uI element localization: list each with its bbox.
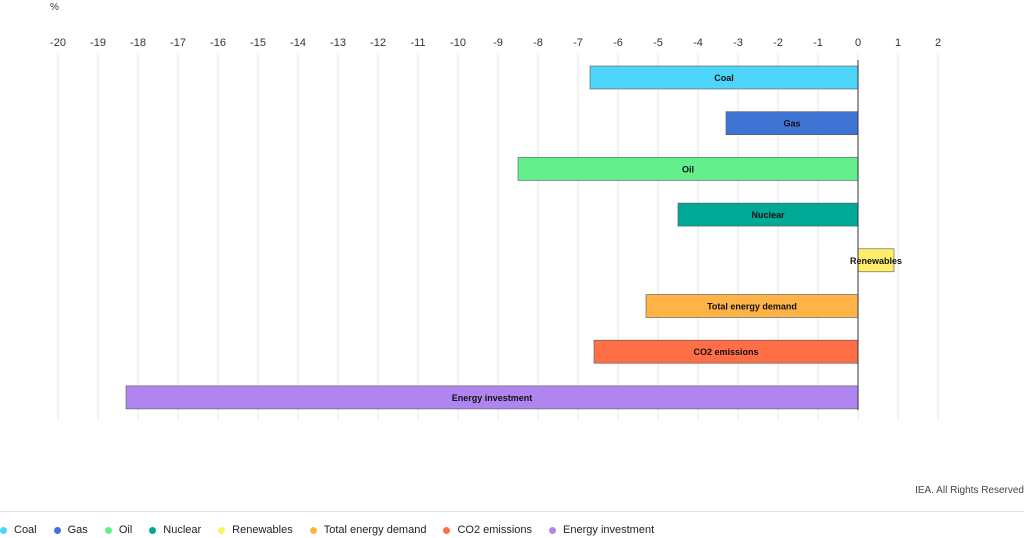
grid-lines xyxy=(57,54,939,420)
legend-label: Energy investment xyxy=(563,524,655,536)
x-tick-label: -6 xyxy=(613,37,623,49)
legend-label: Oil xyxy=(118,524,133,536)
x-tick-label: -3 xyxy=(733,37,743,49)
legend-item-co2-emissions[interactable]: CO2 emissions xyxy=(443,524,532,536)
legend-label: CO2 emissions xyxy=(457,524,533,536)
bar-label: Nuclear xyxy=(751,210,785,220)
x-tick-label: 2 xyxy=(935,37,941,49)
legend-dot-icon xyxy=(218,526,226,534)
bar-label: Coal xyxy=(714,73,734,83)
legend-label: Nuclear xyxy=(163,524,202,536)
legend-dot-icon xyxy=(0,526,7,534)
legend: Coal Gas Oil Nuclear Renewables Total energy … xyxy=(0,524,671,536)
x-axis-ticks: -20 -19 -18 -17 -16 -15 -14 -13 -12 -11 -10 -9 -8 -7-… xyxy=(50,37,941,49)
legend-item-renewables[interactable]: Renewables xyxy=(218,524,293,536)
x-tick-label: -19 xyxy=(90,37,106,49)
legend-dot-icon xyxy=(443,526,451,534)
x-tick-label: 1 xyxy=(895,37,901,49)
legend-label: Coal xyxy=(14,524,37,536)
legend-divider xyxy=(0,511,1024,512)
unit-label: % xyxy=(50,2,59,13)
x-tick-label: -4 xyxy=(693,37,703,49)
bar-label: Gas xyxy=(783,119,800,129)
x-tick-label: -14 xyxy=(290,37,306,49)
legend-item-nuclear[interactable]: Nuclear xyxy=(149,524,201,536)
bars: Coal Gas Oil Nuclear Renewables Total energy … xyxy=(125,65,902,410)
x-tick-label: -8 xyxy=(533,37,543,49)
x-tick-label: -10 xyxy=(450,37,466,49)
legend-label: Gas xyxy=(67,524,88,536)
legend-item-energy-investment[interactable]: Energy investment xyxy=(549,524,654,536)
legend-item-oil[interactable]: Oil xyxy=(104,524,133,536)
x-tick-label: 0 xyxy=(855,37,861,49)
x-tick-label: -12 xyxy=(370,37,386,49)
x-tick-label: -16 xyxy=(210,37,226,49)
legend-dot-icon xyxy=(309,526,317,534)
legend-label: Total energy demand xyxy=(323,524,427,536)
credit-text: IEA. All Rights Reserved xyxy=(915,485,1024,496)
bar-label: CO2 emissions xyxy=(693,347,758,357)
x-tick-label: -15 xyxy=(250,37,266,49)
x-tick-label: -20 xyxy=(50,37,66,49)
x-tick-label: -2 xyxy=(773,37,783,49)
bar-chart: % -20 -19 -18 -17 -16 -15 -14 -13 -12 -11 -10 -9 -8-… xyxy=(50,2,941,420)
x-tick-label: -11 xyxy=(410,37,425,49)
legend-item-coal[interactable]: Coal xyxy=(0,524,37,536)
legend-item-total-energy-demand[interactable]: Total energy demand xyxy=(309,524,427,536)
legend-dot-icon xyxy=(549,526,557,534)
x-tick-label: -7 xyxy=(573,37,583,49)
x-tick-label: -5 xyxy=(653,37,663,49)
legend-dot-icon xyxy=(149,526,157,534)
x-tick-label: -1 xyxy=(813,37,823,49)
bar-label: Renewables xyxy=(850,256,902,266)
bar-label: Total energy demand xyxy=(707,302,797,312)
bar-label: Energy investment xyxy=(452,393,533,403)
x-tick-label: -9 xyxy=(493,37,503,49)
bar-label: Oil xyxy=(682,164,694,174)
x-tick-label: -17 xyxy=(170,37,186,49)
legend-item-gas[interactable]: Gas xyxy=(53,524,88,536)
x-tick-label: -18 xyxy=(130,37,146,49)
legend-dot-icon xyxy=(104,526,112,534)
legend-label: Renewables xyxy=(232,524,293,536)
x-tick-label: -13 xyxy=(330,37,346,49)
legend-dot-icon xyxy=(53,526,61,534)
